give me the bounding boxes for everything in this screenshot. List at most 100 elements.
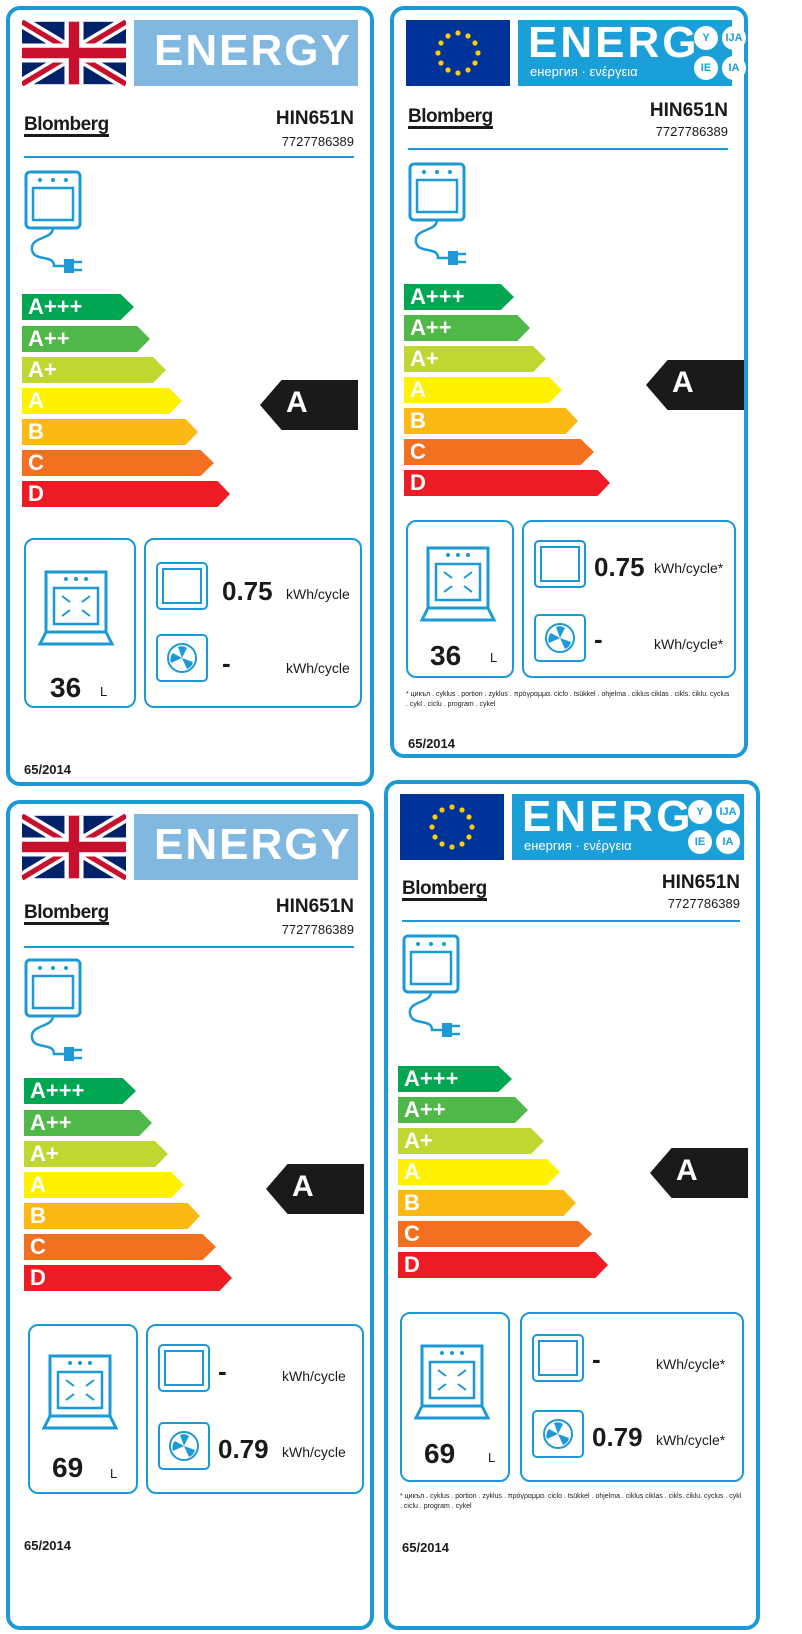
consumption-box: 0.75 kWh/cycle* - kWh/cycle* bbox=[522, 520, 736, 678]
class-arrow-b: B bbox=[398, 1190, 576, 1216]
energy-subtitle: енергия · ενέργεια bbox=[530, 64, 638, 79]
model-number: HIN651N bbox=[275, 896, 354, 917]
oven-cavity-icon bbox=[414, 1344, 490, 1420]
class-arrow-b: B bbox=[404, 408, 578, 434]
conventional-mode-icon bbox=[534, 540, 586, 588]
divider bbox=[402, 920, 740, 922]
electric-oven-icon bbox=[402, 934, 460, 1037]
energy-title: ENERGY bbox=[154, 820, 352, 869]
brand-logo: Blomberg bbox=[402, 878, 487, 901]
cycle-footnote: * цикъл . cyklus . portion . zyklus . πρ… bbox=[400, 1493, 742, 1510]
oven-cavity-icon bbox=[42, 1354, 118, 1430]
class-arrow-a++: A++ bbox=[398, 1097, 528, 1123]
volume-unit: L bbox=[488, 1450, 496, 1465]
brand-logo: Blomberg bbox=[408, 106, 493, 129]
volume-unit: L bbox=[100, 684, 108, 699]
electric-oven-icon bbox=[24, 170, 82, 273]
rating-pointer: A bbox=[260, 380, 358, 430]
class-arrow-c: C bbox=[404, 439, 594, 465]
class-arrow-a: A bbox=[24, 1172, 184, 1198]
volume-unit: L bbox=[110, 1466, 118, 1481]
label-header: ENERG енергия · ενέργεια Y IJA IE IA bbox=[400, 792, 744, 862]
fan-energy-unit: kWh/cycle* bbox=[654, 636, 724, 652]
fan-energy-value: - bbox=[222, 648, 231, 678]
energy-title-box: ENERG енергия · ενέργεια Y IJA IE IA bbox=[512, 792, 744, 860]
regulation-number: 65/2014 bbox=[24, 1538, 71, 1553]
electric-oven-icon bbox=[24, 958, 82, 1061]
uk-flag-icon bbox=[22, 814, 126, 880]
volume-value: 69 bbox=[424, 1438, 456, 1469]
volume-box: 69 L bbox=[28, 1324, 138, 1494]
class-arrow-b: B bbox=[22, 419, 198, 445]
class-arrow-c: C bbox=[24, 1234, 216, 1260]
volume-unit: L bbox=[490, 650, 498, 665]
class-arrow-a: A bbox=[404, 377, 562, 403]
label-header: ENERGY bbox=[22, 20, 358, 88]
volume-box: 69 L bbox=[400, 1312, 510, 1482]
lang-ia: IA bbox=[716, 830, 740, 854]
conventional-mode-icon bbox=[158, 1344, 210, 1392]
volume-value: 36 bbox=[430, 640, 462, 671]
conventional-energy-value: 0.75 bbox=[594, 552, 645, 582]
lang-ie: IE bbox=[694, 56, 718, 80]
class-arrow-a+++: A+++ bbox=[404, 284, 514, 310]
class-arrow-a+: A+ bbox=[22, 357, 166, 383]
volume-box: 36 L bbox=[406, 520, 514, 678]
consumption-box: - kWh/cycle* 0.79 kWh/cycle* bbox=[520, 1312, 744, 1482]
conventional-energy-unit: kWh/cycle bbox=[282, 1368, 346, 1384]
volume-value: 69 bbox=[52, 1452, 84, 1483]
fan-energy-unit: kWh/cycle* bbox=[656, 1432, 726, 1448]
rating-pointer: A bbox=[650, 1148, 748, 1198]
energy-title-box: ENERGY bbox=[134, 814, 358, 880]
product-code: 7727786389 bbox=[281, 922, 354, 937]
class-arrow-d: D bbox=[404, 470, 610, 496]
class-arrow-a+++: A+++ bbox=[24, 1078, 136, 1104]
conventional-energy-unit: kWh/cycle* bbox=[656, 1356, 726, 1372]
conventional-mode-icon bbox=[532, 1334, 584, 1382]
energy-label-uk-36l: ENERGY Blomberg HIN651N 7727786389 A+++ … bbox=[6, 6, 374, 786]
energy-label-eu-69l: ENERG енергия · ενέργεια Y IJA IE IA Blo… bbox=[384, 780, 760, 1630]
lang-y: Y bbox=[688, 800, 712, 824]
product-code: 7727786389 bbox=[667, 896, 740, 911]
divider bbox=[408, 148, 728, 150]
label-header: ENERGY bbox=[22, 814, 358, 882]
cycle-footnote: * цикъл . cyklus . portion . zyklus . πρ… bbox=[406, 691, 730, 708]
brand-logo: Blomberg bbox=[24, 114, 109, 137]
energy-title: ENERG bbox=[528, 18, 700, 67]
product-code: 7727786389 bbox=[281, 134, 354, 149]
eu-flag-icon bbox=[406, 20, 510, 86]
energy-label-eu-36l: ENERG енергия · ενέργεια Y IJA IE IA Blo… bbox=[390, 6, 748, 758]
class-arrow-d: D bbox=[24, 1265, 232, 1291]
class-arrow-a++: A++ bbox=[24, 1110, 152, 1136]
regulation-number: 65/2014 bbox=[24, 762, 71, 777]
energy-title-box: ENERGY bbox=[134, 20, 358, 86]
class-arrow-a+: A+ bbox=[24, 1141, 168, 1167]
divider bbox=[24, 946, 354, 948]
fan-mode-icon bbox=[156, 634, 208, 682]
fan-energy-value: 0.79 bbox=[592, 1422, 643, 1452]
conventional-energy-unit: kWh/cycle* bbox=[654, 560, 724, 576]
consumption-box: - kWh/cycle 0.79 kWh/cycle bbox=[146, 1324, 364, 1494]
lang-ija: IJA bbox=[716, 800, 740, 824]
model-number: HIN651N bbox=[275, 108, 354, 129]
uk-flag-icon bbox=[22, 20, 126, 86]
class-arrow-a: A bbox=[398, 1159, 560, 1185]
fan-energy-value: 0.79 bbox=[218, 1434, 269, 1464]
lang-ia: IA bbox=[722, 56, 746, 80]
label-header: ENERG енергия · ενέργεια Y IJA IE IA bbox=[406, 18, 746, 88]
conventional-mode-icon bbox=[156, 562, 208, 610]
class-arrow-c: C bbox=[398, 1221, 592, 1247]
class-arrow-a+++: A+++ bbox=[398, 1066, 512, 1092]
electric-oven-icon bbox=[408, 162, 466, 265]
class-arrow-a++: A++ bbox=[22, 326, 150, 352]
conventional-energy-value: - bbox=[592, 1344, 601, 1374]
product-code: 7727786389 bbox=[655, 124, 728, 139]
energy-title-box: ENERG енергия · ενέργεια Y IJA IE IA bbox=[518, 18, 746, 86]
lang-ie: IE bbox=[688, 830, 712, 854]
model-number: HIN651N bbox=[649, 100, 728, 121]
fan-energy-value: - bbox=[594, 624, 603, 654]
class-arrow-d: D bbox=[22, 481, 230, 507]
divider bbox=[24, 156, 354, 158]
volume-box: 36 L bbox=[24, 538, 136, 708]
class-arrow-a+: A+ bbox=[404, 346, 546, 372]
